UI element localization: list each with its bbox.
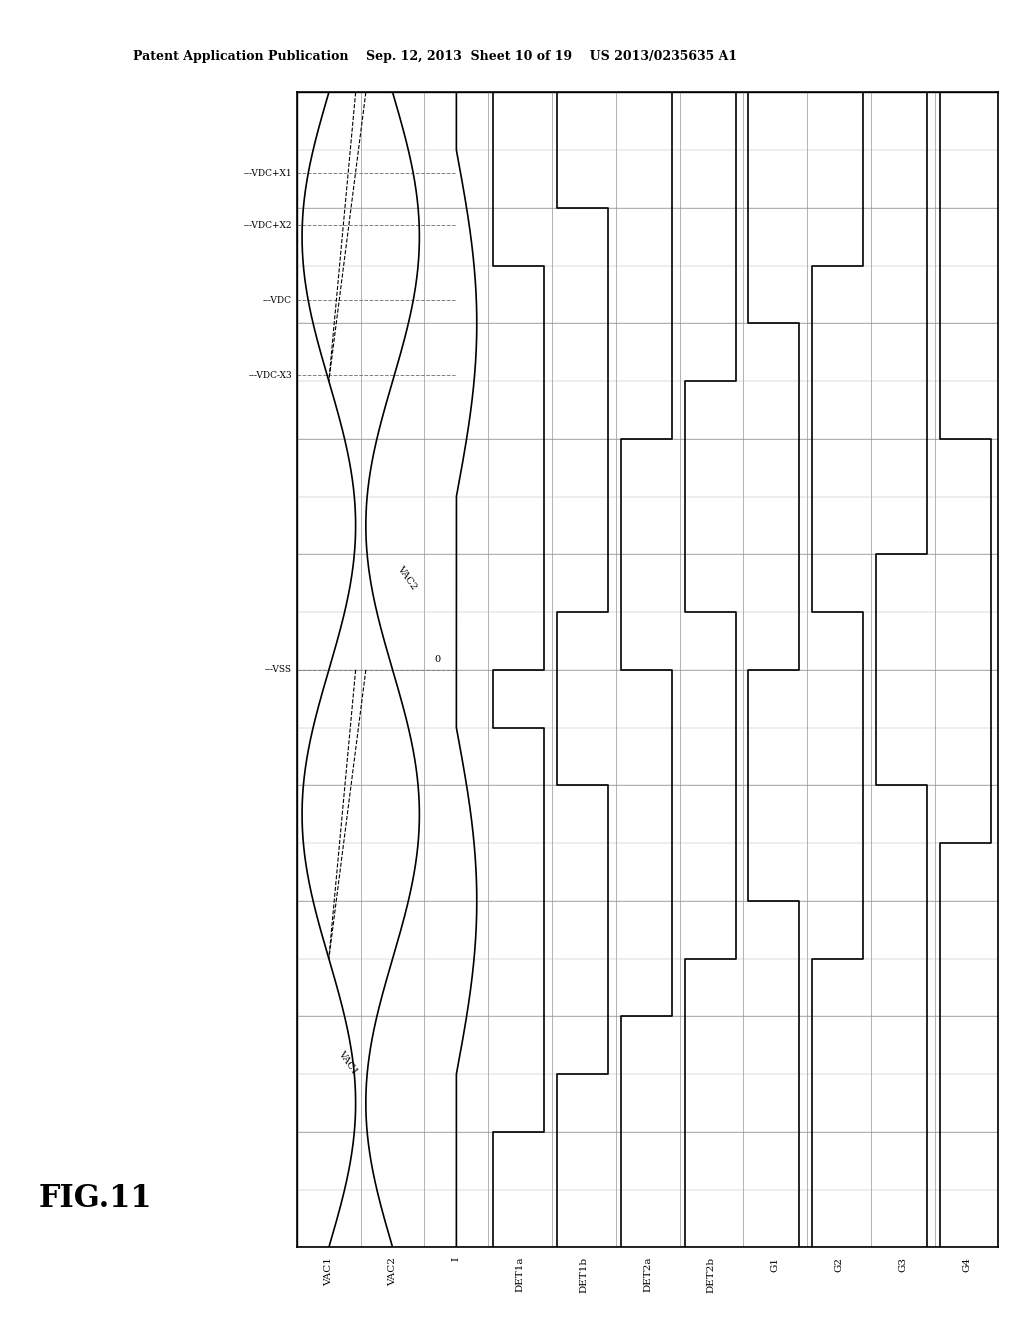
Text: DET2a: DET2a xyxy=(643,1257,652,1292)
Text: ---VDC+X1: ---VDC+X1 xyxy=(244,169,292,178)
Text: I: I xyxy=(452,1257,461,1261)
Text: ---VDC: ---VDC xyxy=(263,296,292,305)
Text: VAC2: VAC2 xyxy=(388,1257,397,1286)
Text: G1: G1 xyxy=(771,1257,779,1271)
Text: G4: G4 xyxy=(962,1257,971,1271)
Text: G2: G2 xyxy=(835,1257,844,1271)
Text: VAC1: VAC1 xyxy=(337,1049,359,1076)
Text: DET2b: DET2b xyxy=(707,1257,716,1292)
Text: ---VDC+X2: ---VDC+X2 xyxy=(244,220,292,230)
Text: 0: 0 xyxy=(434,655,440,664)
Text: ---VDC-X3: ---VDC-X3 xyxy=(248,371,292,380)
Text: ---VSS: ---VSS xyxy=(265,665,292,675)
Text: VAC1: VAC1 xyxy=(325,1257,334,1286)
Text: G3: G3 xyxy=(898,1257,907,1271)
Text: DET1b: DET1b xyxy=(580,1257,589,1292)
Text: FIG.11: FIG.11 xyxy=(39,1183,153,1214)
Text: VAC2: VAC2 xyxy=(396,564,419,591)
Text: Patent Application Publication    Sep. 12, 2013  Sheet 10 of 19    US 2013/02356: Patent Application Publication Sep. 12, … xyxy=(133,50,737,63)
Text: DET1a: DET1a xyxy=(516,1257,524,1292)
